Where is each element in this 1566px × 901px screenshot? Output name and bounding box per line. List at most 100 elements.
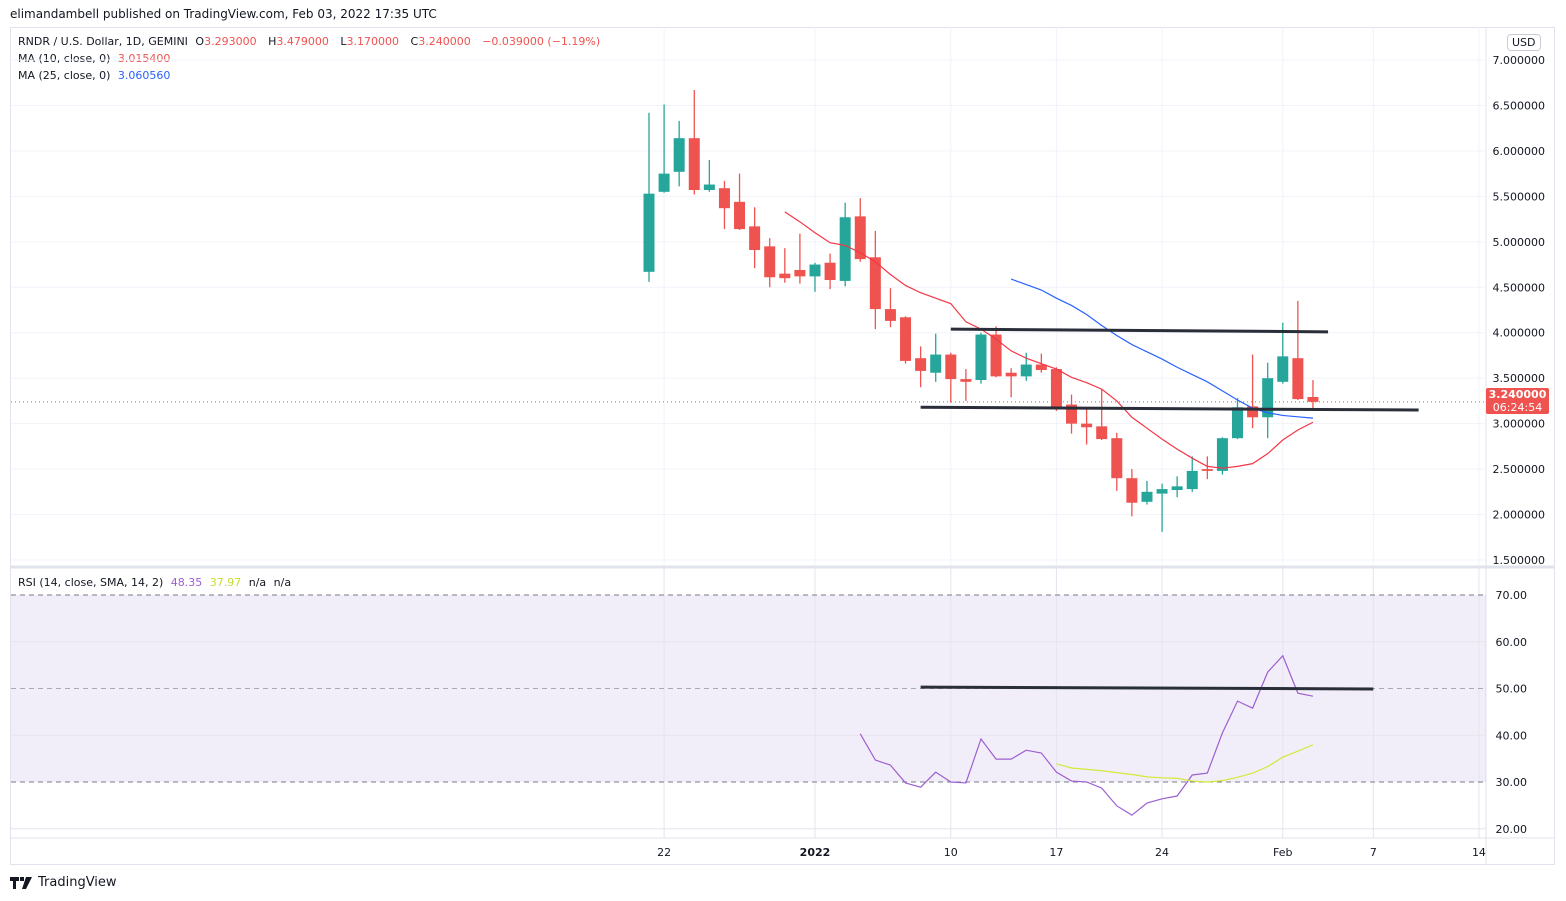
candle-body: [1005, 372, 1017, 377]
candle: [1020, 352, 1032, 381]
candle-body: [975, 334, 987, 381]
time-tick-label: 7: [1370, 846, 1377, 859]
candle-body: [960, 379, 972, 382]
footer-brand: TradingView: [38, 875, 117, 890]
candle-body: [1020, 364, 1032, 377]
candle: [1307, 380, 1319, 409]
candle: [1050, 367, 1062, 411]
candle: [1247, 354, 1259, 429]
candle: [1156, 483, 1168, 532]
candle-body: [1096, 426, 1108, 440]
rsi-sma-value: 37.97: [209, 576, 242, 589]
candle: [1292, 300, 1304, 401]
symbol-title[interactable]: RNDR / U.S. Dollar, 1D, GEMINI: [18, 35, 188, 48]
candle-body: [854, 216, 866, 260]
ma10-legend[interactable]: MA (10, close, 0) 3.015400: [18, 52, 174, 65]
time-tick-label: 24: [1155, 846, 1169, 859]
open-label: O: [195, 35, 205, 48]
ma25-legend[interactable]: MA (25, close, 0) 3.060560: [18, 69, 174, 82]
rsi-tick-label: 70.00: [1496, 589, 1528, 602]
candle: [869, 230, 881, 330]
candle: [854, 198, 866, 262]
price-tick-label: 4.500000: [1493, 281, 1546, 294]
price-tick-label: 7.000000: [1493, 54, 1546, 67]
candle-body: [1277, 356, 1289, 382]
candle-body: [1066, 404, 1078, 424]
ma10-line: [784, 211, 1314, 469]
time-tick-label: 22: [657, 846, 671, 859]
candle-body: [764, 246, 776, 278]
candle: [1186, 456, 1198, 492]
currency-button[interactable]: USD: [1507, 34, 1541, 51]
candle: [794, 233, 806, 284]
candle: [1096, 389, 1108, 441]
candle-body: [884, 309, 896, 321]
tradingview-footer[interactable]: TradingView: [10, 875, 117, 890]
candle-body: [1171, 486, 1183, 491]
rsi-tick-label: 50.00: [1496, 683, 1528, 696]
low-label: L: [340, 35, 347, 48]
price-tick-label: 6.500000: [1493, 99, 1546, 112]
candle-body: [1141, 491, 1153, 502]
price-trendline: [950, 327, 1329, 334]
last-price-label: 3.240000 06:24:54: [1486, 388, 1549, 414]
time-tick-label: 17: [1049, 846, 1063, 859]
low-value: 3.170000: [346, 35, 400, 48]
candle-body: [839, 217, 851, 281]
candle-body: [1186, 470, 1198, 490]
price-tick-label: 5.500000: [1493, 190, 1546, 203]
change-value: −0.039000 (−1.19%): [482, 35, 601, 48]
rsi-tick-label: 40.00: [1496, 729, 1528, 742]
candle: [975, 332, 987, 384]
candle-body: [794, 270, 806, 277]
candle-body: [688, 138, 700, 191]
candle-body: [824, 262, 836, 281]
candle: [915, 346, 927, 388]
open-value: 3.293000: [204, 35, 257, 48]
price-tick-label: 3.500000: [1493, 372, 1546, 385]
candle-body: [869, 257, 881, 310]
candle: [930, 333, 942, 382]
ma25-line: [1010, 278, 1314, 419]
candle: [1171, 476, 1183, 498]
candle-body: [1292, 358, 1304, 400]
price-tick-label: 1.500000: [1493, 554, 1546, 567]
candle: [900, 316, 912, 364]
rsi-legend[interactable]: RSI (14, close, SMA, 14, 2) 48.35 37.97 …: [18, 576, 295, 589]
candle: [1141, 480, 1153, 505]
candle-body: [1081, 423, 1093, 428]
bar-countdown: 06:24:54: [1492, 401, 1543, 414]
candle: [1111, 432, 1123, 491]
price-tick-label: 6.000000: [1493, 145, 1546, 158]
candle-body: [718, 188, 730, 209]
candle-body: [1307, 397, 1319, 402]
price-tick-label: 2.000000: [1493, 509, 1546, 522]
candle: [673, 120, 685, 187]
rsi-tick-label: 30.00: [1496, 776, 1528, 789]
price-tick-label: 2.500000: [1493, 463, 1546, 476]
candle: [764, 238, 776, 288]
high-label: H: [268, 35, 277, 48]
price-trendline: [920, 405, 1419, 412]
candle: [779, 248, 791, 283]
candle: [1066, 394, 1078, 434]
close-value: 3.240000: [418, 35, 471, 48]
candle-body: [1247, 406, 1259, 418]
candle-body: [658, 173, 670, 192]
candle-body: [1126, 478, 1138, 503]
ma25-value: 3.060560: [117, 69, 171, 82]
candle: [824, 253, 836, 290]
price-tick-label: 4.000000: [1493, 327, 1546, 340]
candle: [945, 352, 957, 403]
last-price-value: 3.240000: [1488, 388, 1547, 401]
candle-body: [930, 354, 942, 373]
candle-body: [1262, 378, 1274, 418]
rsi-trendline: [920, 685, 1374, 691]
candle: [1232, 398, 1244, 440]
rsi-na-1: n/a: [248, 576, 267, 589]
chart-frame: [10, 27, 1555, 865]
candle: [1005, 368, 1017, 398]
candle: [749, 207, 761, 269]
candle: [990, 326, 1002, 378]
